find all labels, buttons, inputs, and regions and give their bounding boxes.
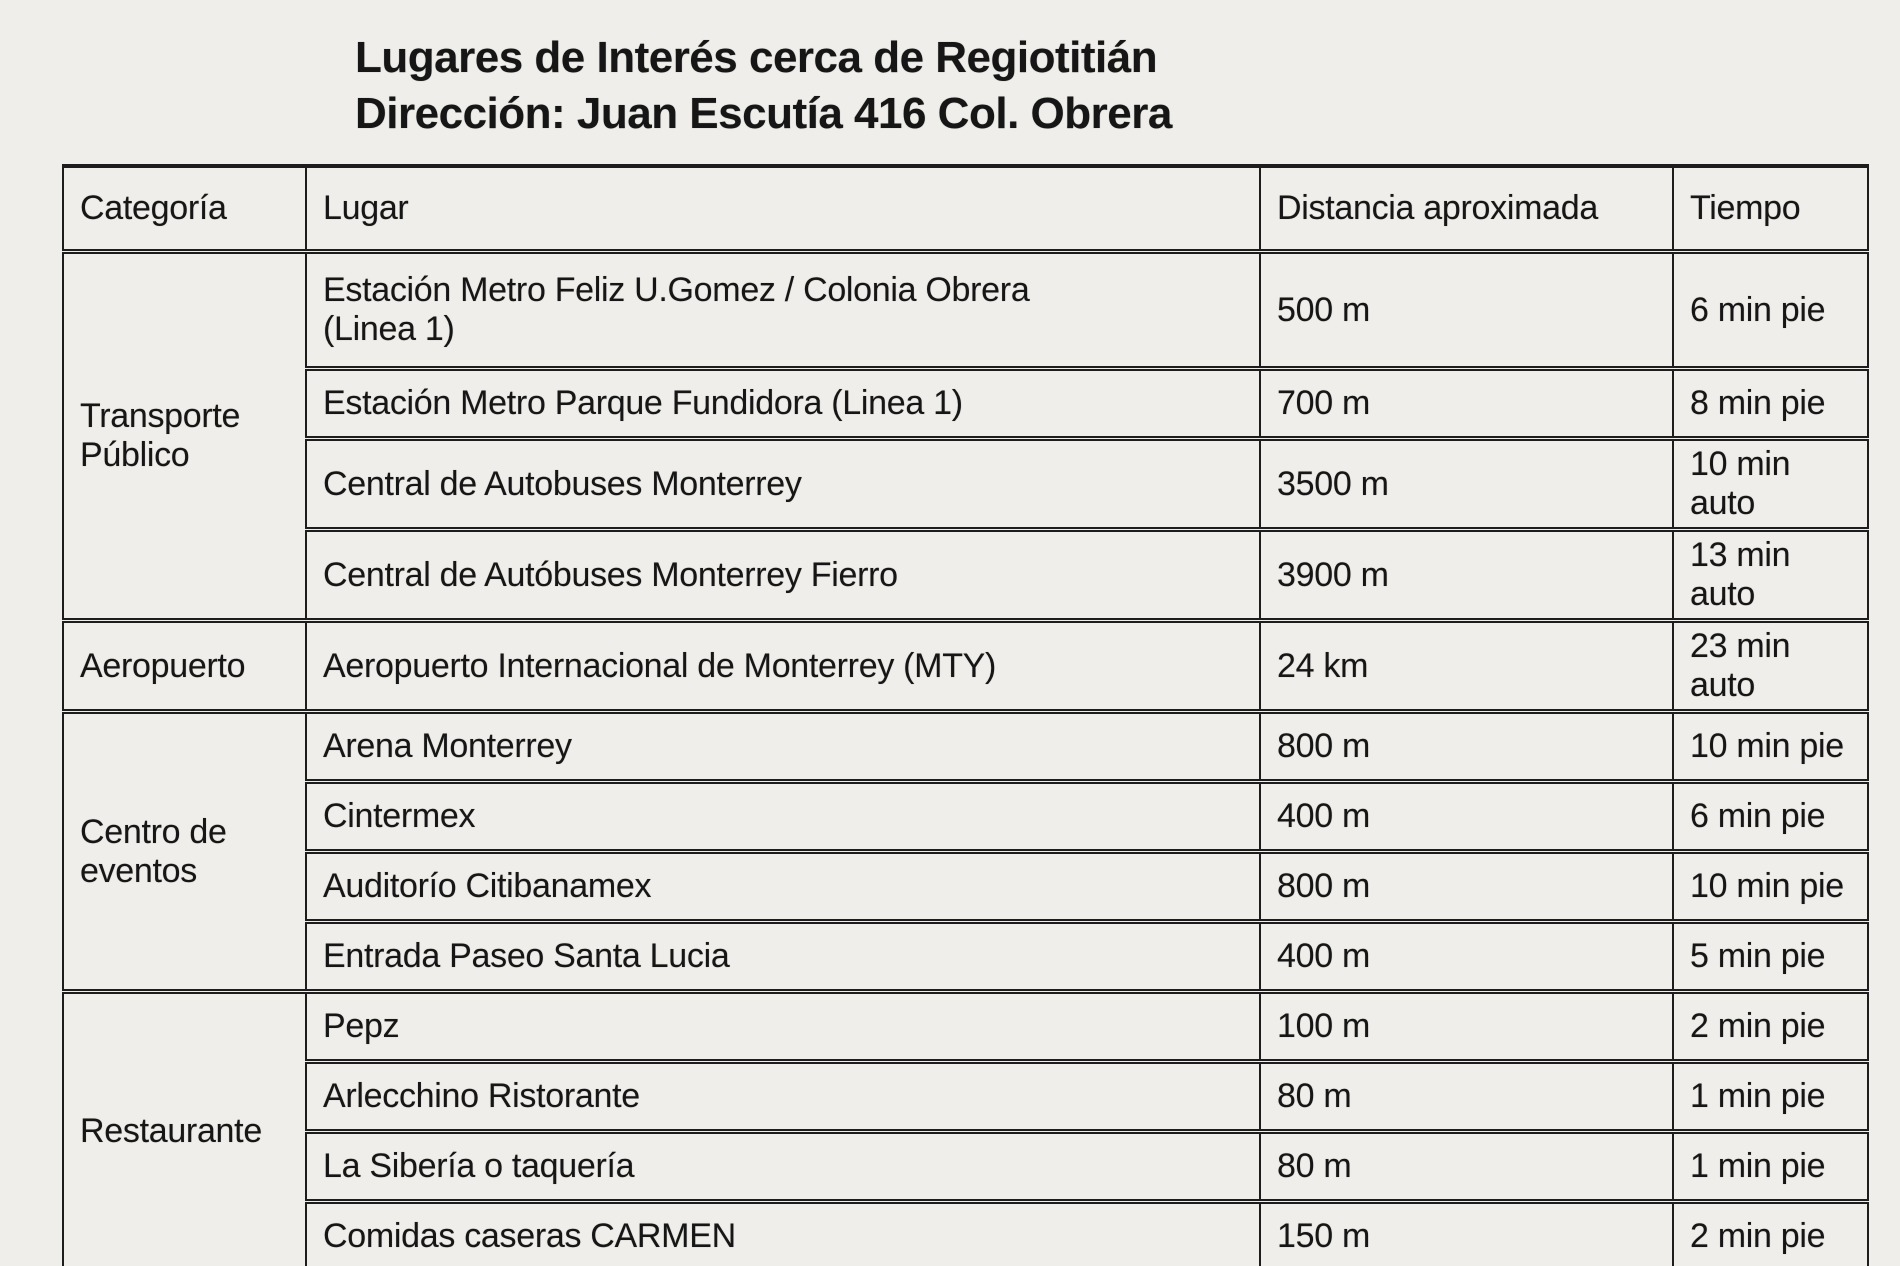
table-row: Auditorío Citibanamex 800 m 10 min pie: [63, 849, 1869, 924]
table-row: Transporte Público Estación Metro Feliz U…: [62, 249, 1869, 623]
time-cell: 1 min pie: [1672, 1059, 1869, 1134]
page-title: Lugares de Interés cerca de Regiotitián …: [355, 30, 1172, 143]
place-cell: Auditorío Citibanamex: [305, 849, 1261, 924]
place-cell: Estación Metro Feliz U.Gomez / Colonia O…: [305, 249, 1261, 371]
distance-cell: 400 m: [1259, 919, 1674, 994]
distance-cell: 3500 m: [1259, 436, 1674, 532]
title-line-1: Lugares de Interés cerca de Regiotitián: [355, 33, 1158, 82]
category-cell: Restaurante: [62, 989, 307, 1266]
place-cell: Aeropuerto Internacional de Monterrey (M…: [305, 618, 1261, 714]
place-cell: Estación Metro Parque Fundidora (Linea 1…: [305, 366, 1261, 441]
time-cell: 10 min pie: [1672, 849, 1869, 924]
col-header-categoria: Categoría: [62, 164, 307, 254]
places-table: Categoría Lugar Distancia aproximada Tie…: [62, 164, 1869, 1266]
place-cell: Arlecchino Ristorante: [305, 1059, 1261, 1134]
place-cell: Central de Autóbuses Monterrey Fierro: [305, 527, 1261, 623]
col-header-lugar: Lugar: [305, 164, 1261, 254]
distance-cell: 800 m: [1259, 849, 1674, 924]
place-cell: Pepz: [305, 989, 1261, 1064]
distance-cell: 3900 m: [1259, 527, 1674, 623]
header-row: Categoría Lugar Distancia aproximada Tie…: [62, 164, 1869, 254]
table-row: Centro de eventos Arena Monterrey 800 m 10 …: [62, 709, 1869, 994]
category-cell: Aeropuerto: [62, 618, 307, 714]
distance-cell: 150 m: [1259, 1199, 1674, 1266]
distance-cell: 24 km: [1259, 618, 1674, 714]
time-cell: 6 min pie: [1672, 779, 1869, 854]
time-cell: 13 min auto: [1672, 527, 1869, 623]
table-row: Central de Autobuses Monterrey 3500 m 10 m…: [63, 436, 1869, 532]
place-cell: Central de Autobuses Monterrey: [305, 436, 1261, 532]
table-row: Aeropuerto Aeropuerto Internacional de Mo…: [62, 618, 1869, 714]
time-cell: 5 min pie: [1672, 919, 1869, 994]
place-cell: Comidas caseras CARMEN: [305, 1199, 1261, 1266]
time-cell: 1 min pie: [1672, 1129, 1869, 1204]
place-cell: Entrada Paseo Santa Lucia: [305, 919, 1261, 994]
distance-cell: 80 m: [1259, 1059, 1674, 1134]
time-cell: 6 min pie: [1672, 249, 1869, 371]
distance-cell: 500 m: [1259, 249, 1674, 371]
place-cell: Arena Monterrey: [305, 709, 1261, 784]
distance-cell: 800 m: [1259, 709, 1674, 784]
category-cell: Centro de eventos: [62, 709, 307, 994]
table-row: Central de Autóbuses Monterrey Fierro 390…: [63, 527, 1869, 623]
distance-cell: 400 m: [1259, 779, 1674, 854]
time-cell: 2 min pie: [1672, 1199, 1869, 1266]
time-cell: 8 min pie: [1672, 366, 1869, 441]
time-cell: 2 min pie: [1672, 989, 1869, 1064]
place-cell: La Sibería o taquería: [305, 1129, 1261, 1204]
table-row: Estación Metro Parque Fundidora (Linea 1…: [63, 366, 1869, 441]
col-header-tiempo: Tiempo: [1672, 164, 1869, 254]
place-cell: Cintermex: [305, 779, 1261, 854]
time-cell: 10 min pie: [1672, 709, 1869, 784]
time-cell: 10 min auto: [1672, 436, 1869, 532]
time-cell: 23 min auto: [1672, 618, 1869, 714]
col-header-distancia: Distancia aproximada: [1259, 164, 1674, 254]
distance-cell: 80 m: [1259, 1129, 1674, 1204]
distance-cell: 700 m: [1259, 366, 1674, 441]
category-cell: Transporte Público: [62, 249, 307, 623]
distance-cell: 100 m: [1259, 989, 1674, 1064]
title-line-2: Dirección: Juan Escutía 416 Col. Obrera: [355, 89, 1172, 139]
